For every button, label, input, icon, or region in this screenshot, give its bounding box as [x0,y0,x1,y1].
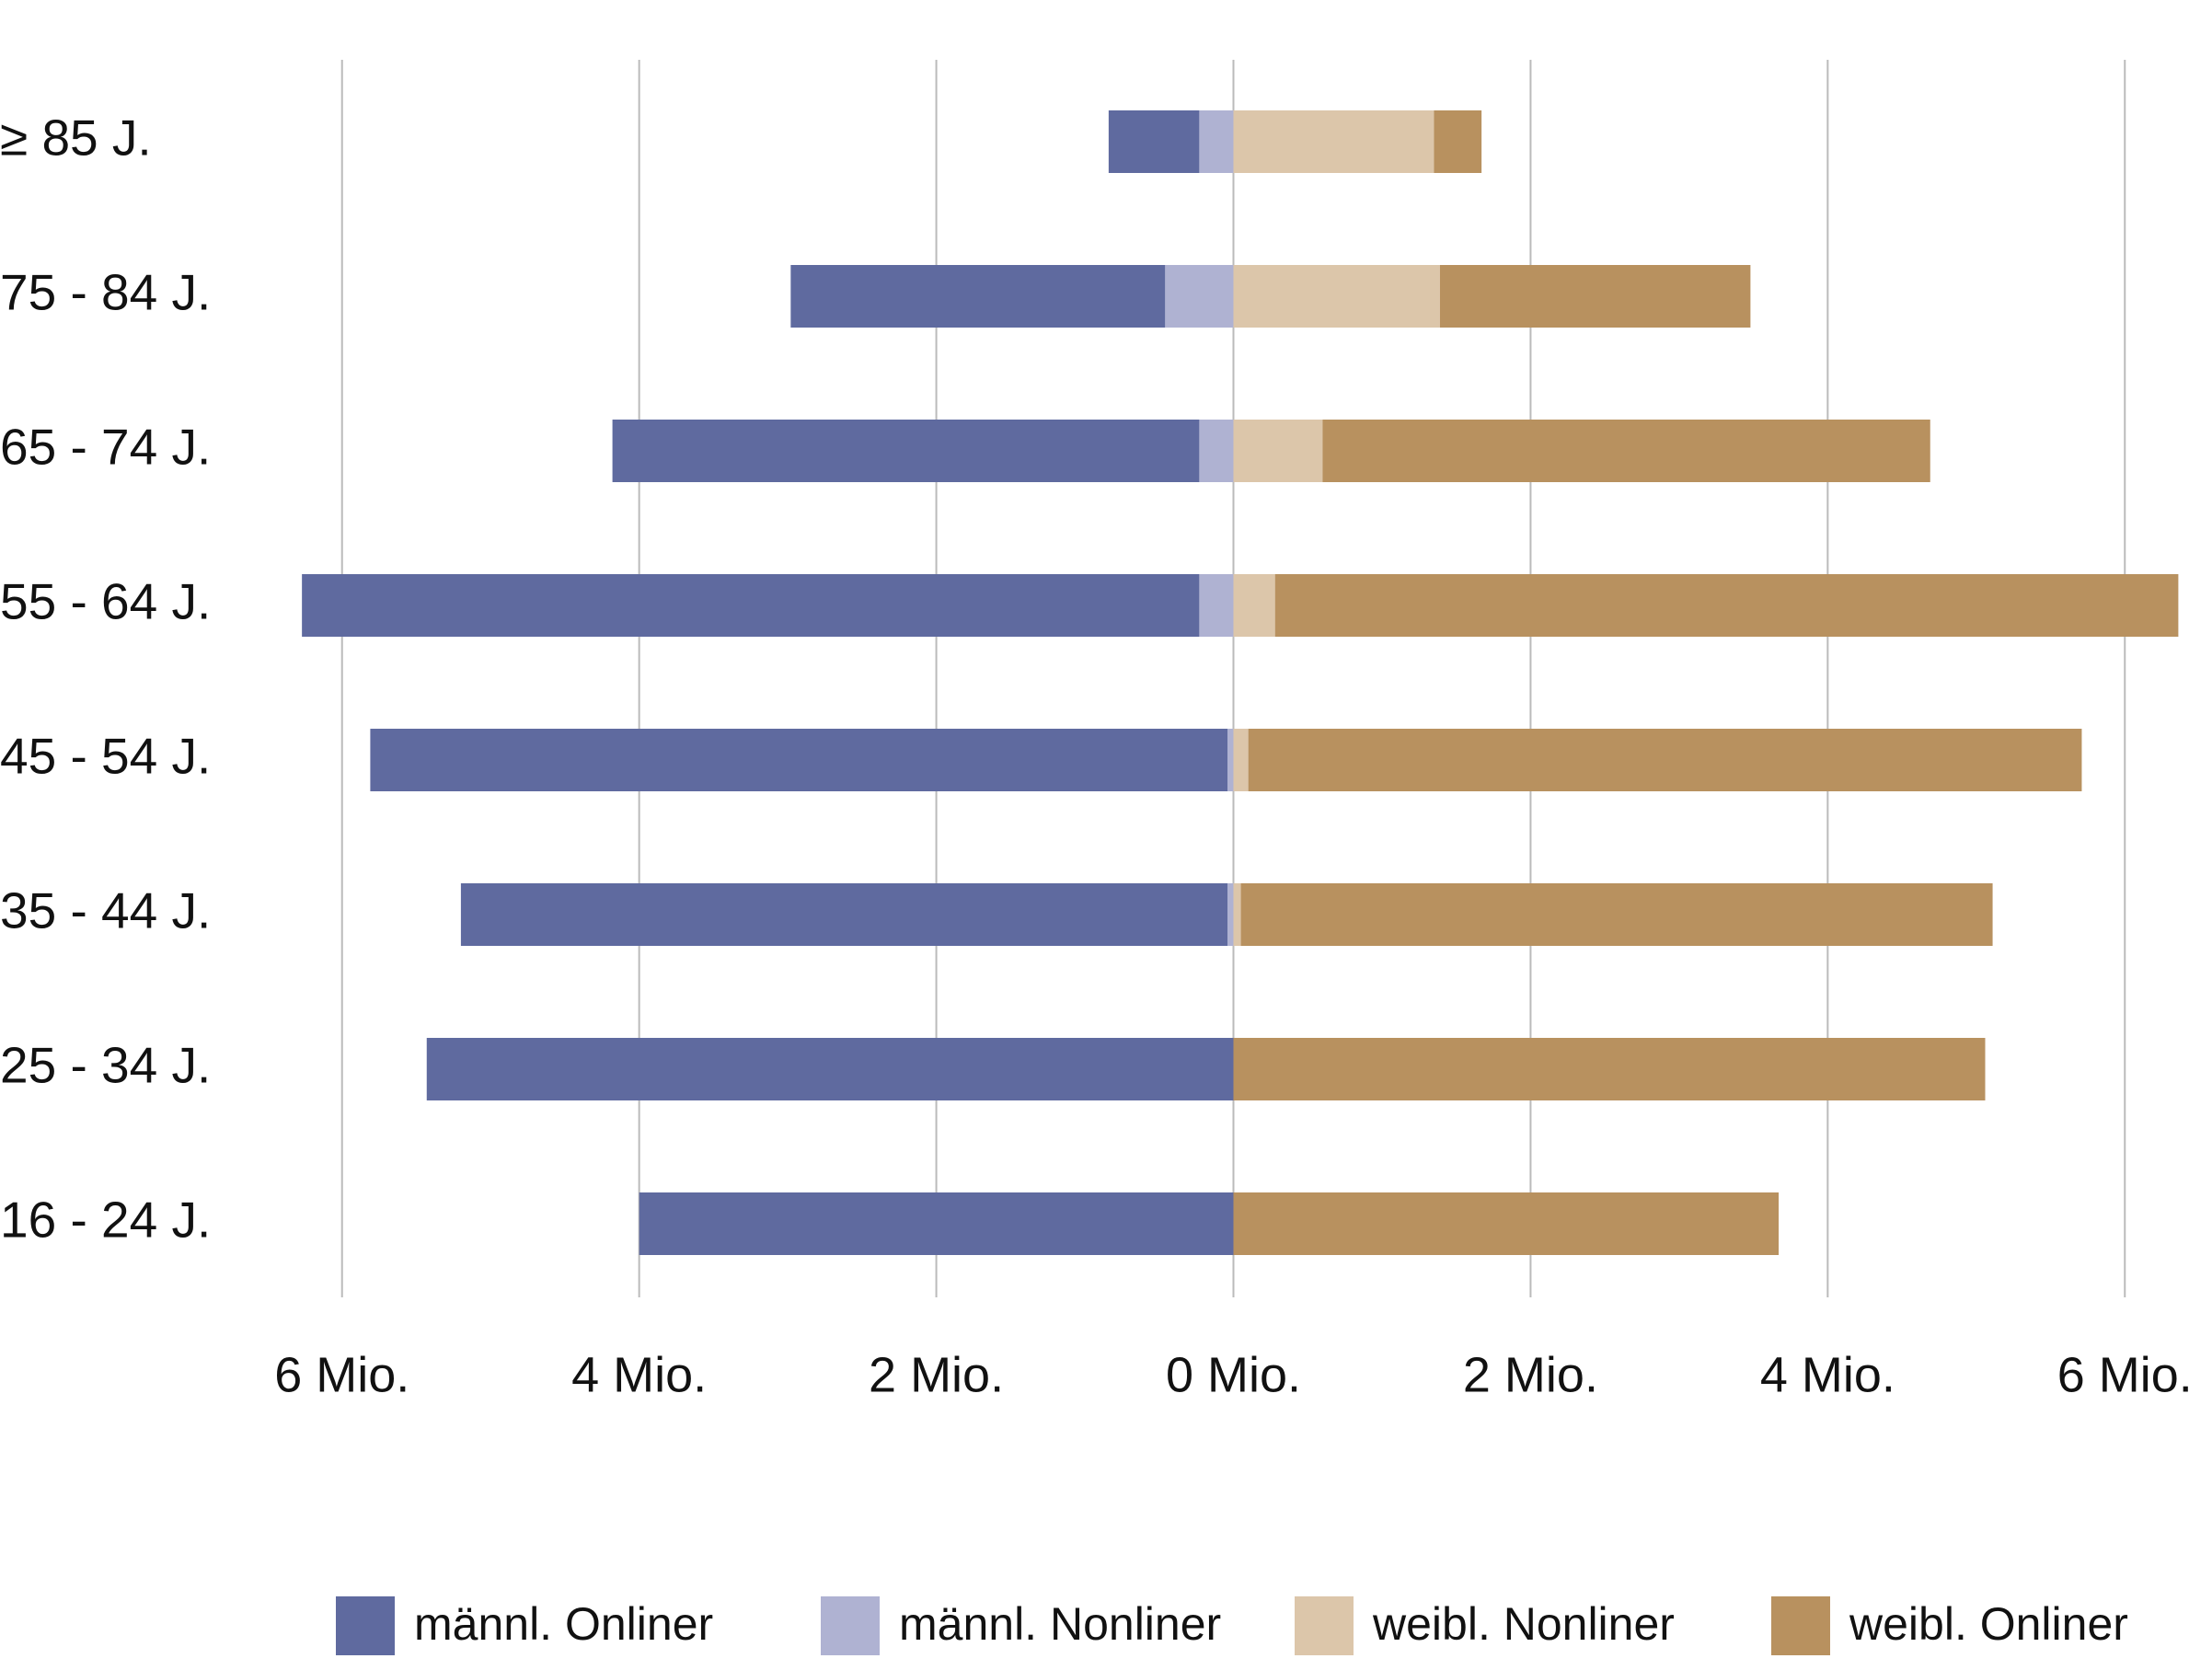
bar-segment [1233,1192,1780,1255]
y-tick-label: 25 - 34 J. [0,1037,211,1094]
bar-segment [1199,110,1234,173]
bar-segment [612,420,1200,482]
bar-segment [1233,729,1249,791]
x-tick-label: 2 Mio. [869,1347,1004,1402]
bar-segment [426,1038,1234,1100]
legend-label: weibl. Nonliner [1372,1598,1675,1650]
bar-segment [1233,110,1434,173]
y-tick-label: 65 - 74 J. [0,419,211,476]
bar-segment [1439,265,1751,328]
bar-segment [302,574,1200,637]
x-tick-label: 2 Mio. [1463,1347,1598,1402]
bar-segment [1227,729,1234,791]
bar-segment [1248,729,2082,791]
bar-segment [1165,265,1234,328]
bar-segment [1322,420,1930,482]
bar-segment [370,729,1228,791]
bar-segment [1233,574,1275,637]
legend-swatch [1771,1596,1830,1655]
bar-segment [790,265,1166,328]
x-tick-label: 6 Mio. [274,1347,409,1402]
bar-segment [460,883,1228,946]
bar-segment [1434,110,1482,173]
bar-segment [639,1192,1234,1255]
bar-segment [1240,883,1993,946]
y-tick-label: ≥ 85 J. [0,109,152,167]
x-tick-label: 4 Mio. [1760,1347,1895,1402]
legend-swatch [336,1596,395,1655]
bar-segment [1233,265,1440,328]
legend-label: weibl. Onliner [1849,1598,2128,1650]
x-tick-label: 6 Mio. [2057,1347,2193,1402]
x-tick-label: 0 Mio. [1166,1347,1301,1402]
bar-segment [1233,1038,1986,1100]
y-tick-label: 16 - 24 J. [0,1192,211,1249]
legend-swatch [1295,1596,1354,1655]
legend-label: männl. Nonliner [899,1598,1221,1650]
x-tick-label: 4 Mio. [571,1347,707,1402]
bar-segment [1274,574,2179,637]
y-tick-label: 75 - 84 J. [0,264,211,321]
bar-segment [1233,420,1323,482]
bar-segment [1227,883,1234,946]
bar-segment [1233,883,1241,946]
bar-segment [1199,420,1234,482]
y-tick-label: 35 - 44 J. [0,882,211,939]
y-tick-label: 55 - 64 J. [0,573,211,630]
y-tick-label: 45 - 54 J. [0,728,211,785]
legend-swatch [821,1596,880,1655]
bar-segment [1199,574,1234,637]
bar-segment [1108,110,1200,173]
legend-label: männl. Onliner [414,1598,713,1650]
